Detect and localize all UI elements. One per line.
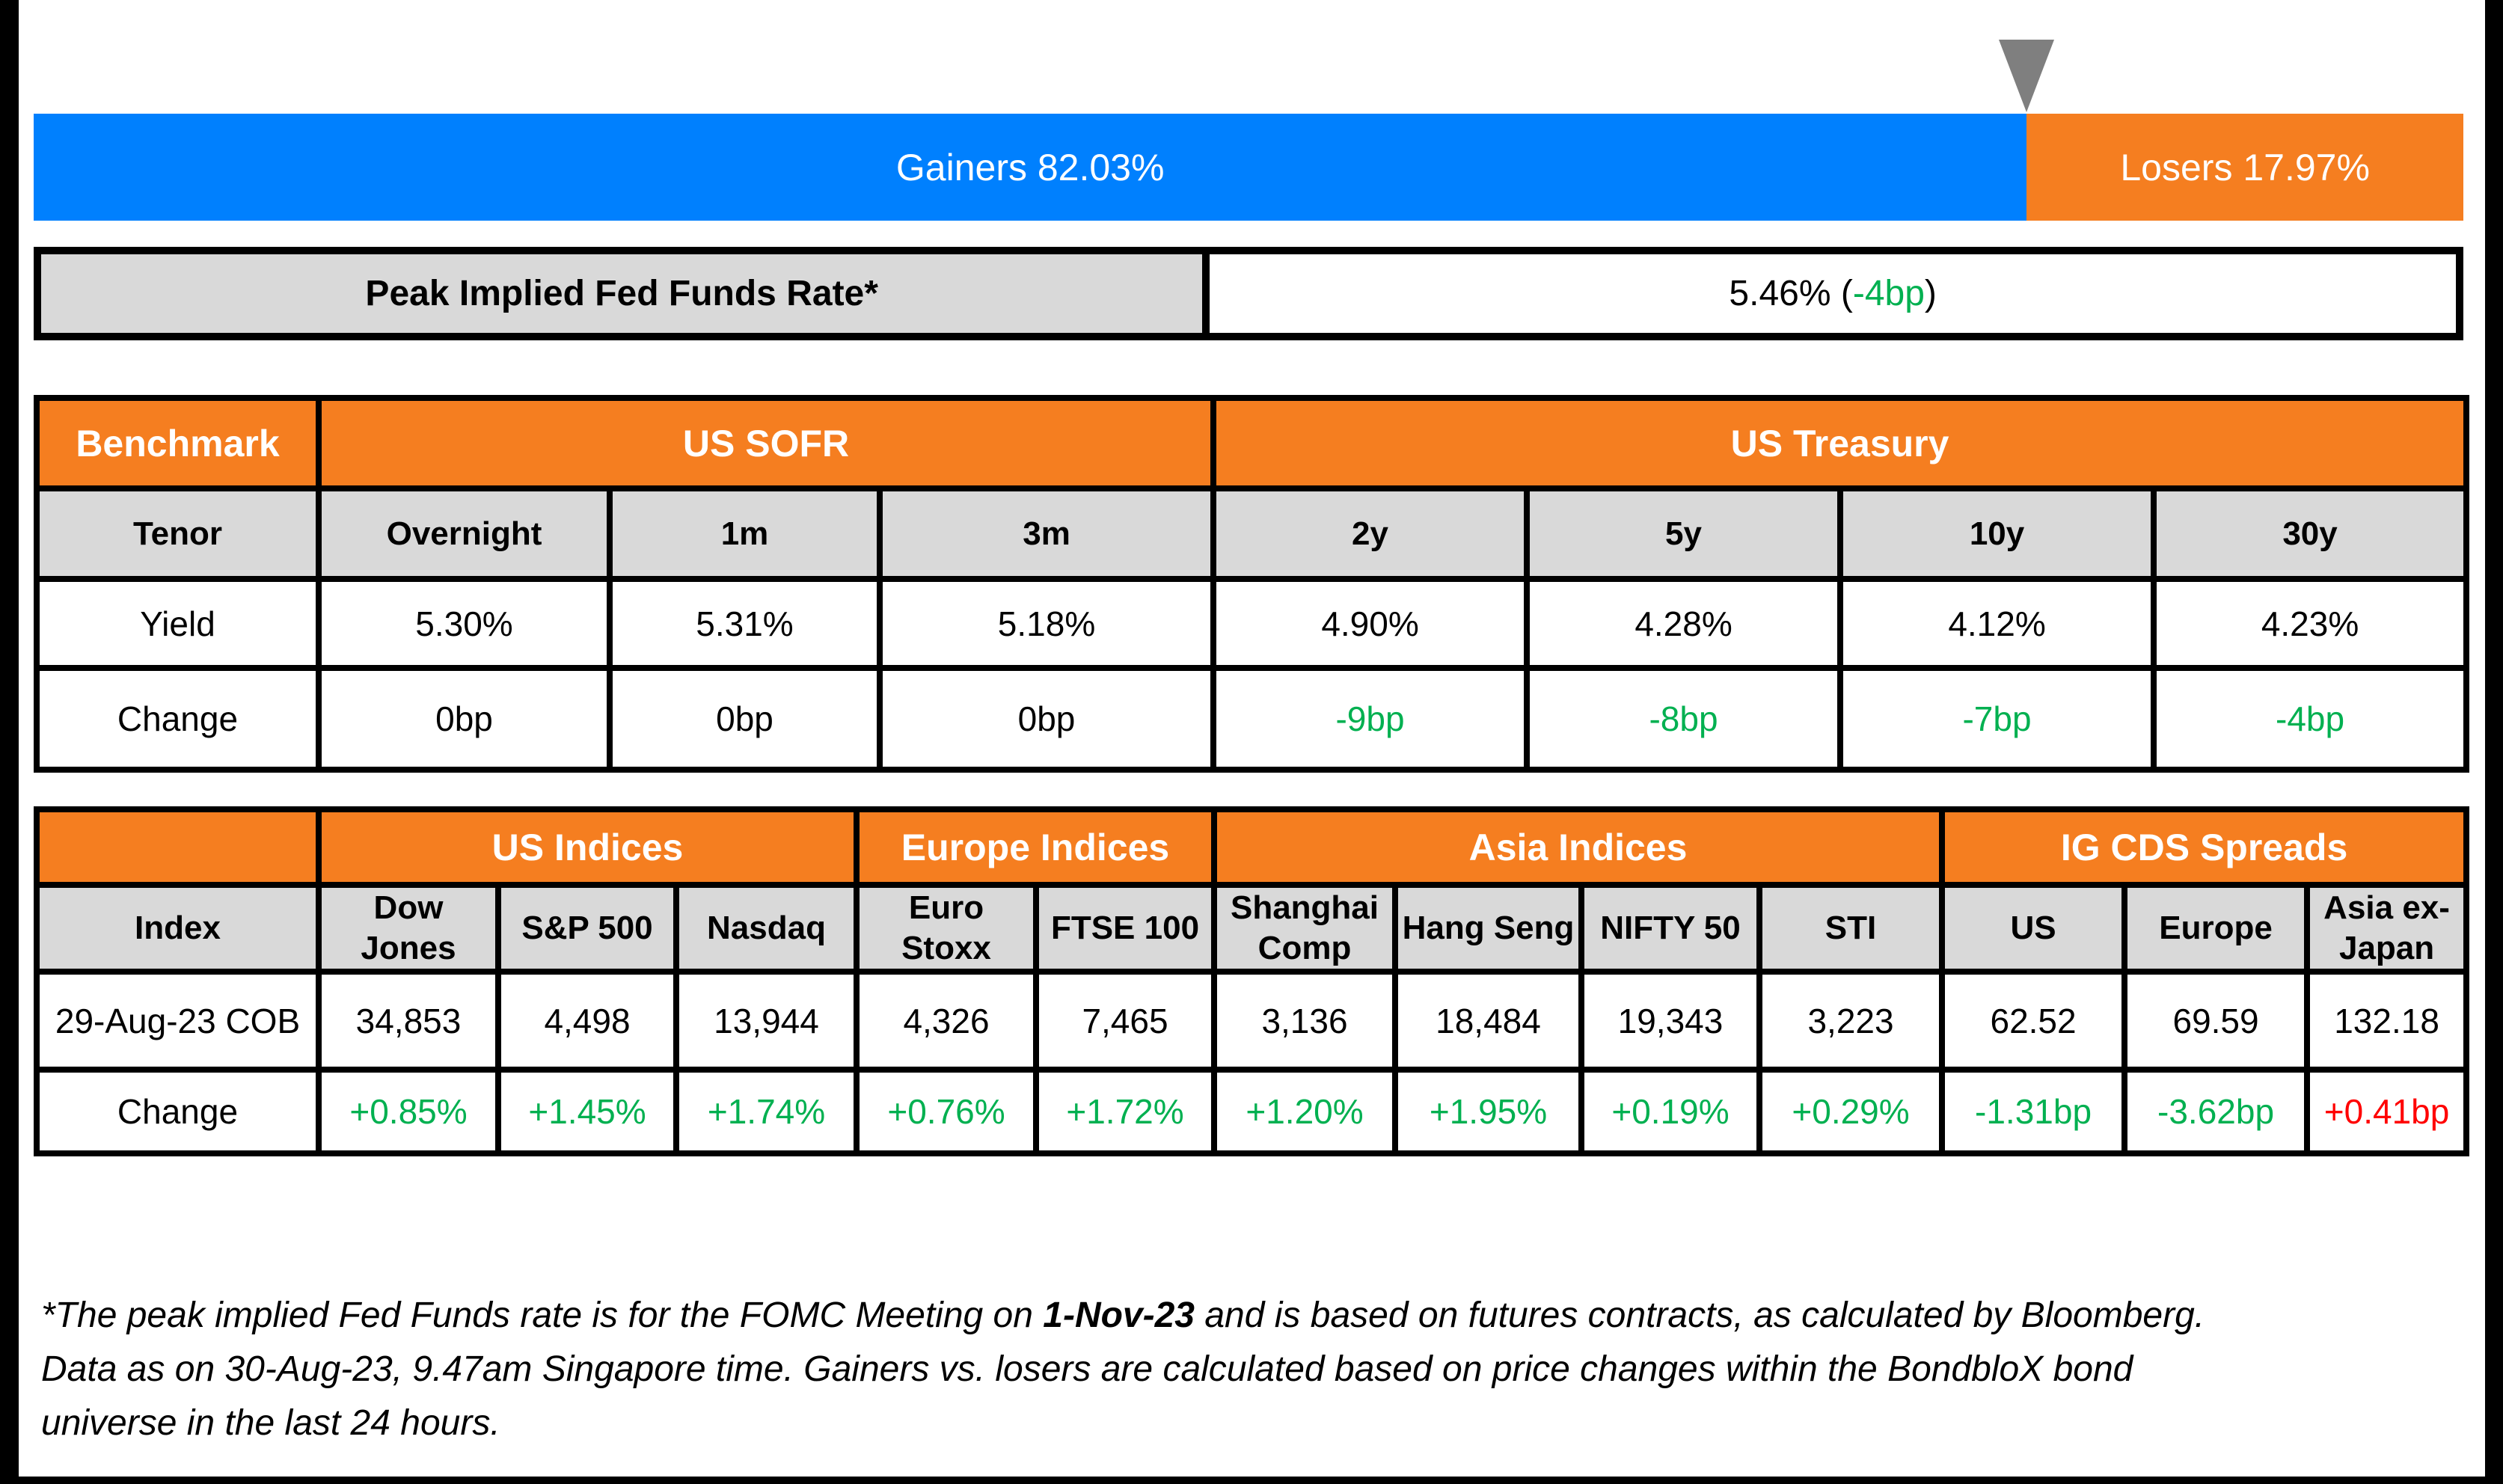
change-row-label: Change	[34, 665, 322, 773]
yield-cell: 5.31%	[607, 576, 883, 671]
change-cell: 0bp	[607, 665, 883, 773]
index-change-cell: +1.20%	[1211, 1067, 1398, 1156]
tenor-cell: 1m	[607, 485, 883, 582]
tenor-cell: Overnight	[316, 485, 613, 582]
cob-value-cell: 3,223	[1756, 969, 1946, 1073]
peak-fed-funds-value: 5.46% ( -4bp )	[1210, 254, 2456, 333]
content-area: Gainers 82.03% Losers 17.97% Peak Implie…	[19, 0, 2485, 1477]
change-row-label: Change	[34, 1067, 322, 1156]
index-column-header: US	[1939, 882, 2128, 975]
indices-change-row: Change +0.85% +1.45% +1.74% +0.76% +1.72…	[34, 1067, 2470, 1156]
asia-indices-group-header: Asia Indices	[1210, 806, 1946, 888]
index-change-cell: -1.31bp	[1939, 1067, 2128, 1156]
index-change-cell: +0.41bp	[2304, 1067, 2470, 1156]
indices-corner-cell	[34, 806, 322, 888]
cob-value-cell: 69.59	[2121, 969, 2311, 1073]
change-cell: 0bp	[876, 665, 1217, 773]
index-change-cell: +1.72%	[1033, 1067, 1217, 1156]
losers-segment: Losers 17.97%	[2026, 114, 2463, 221]
indices-table: US Indices Europe Indices Asia Indices I…	[34, 806, 2470, 1156]
cob-row-label: 29-Aug-23 COB	[34, 969, 322, 1073]
index-column-header: Euro Stoxx	[854, 882, 1039, 975]
index-change-cell: +1.95%	[1392, 1067, 1584, 1156]
peak-fed-funds-strip: Peak Implied Fed Funds Rate* 5.46% ( -4b…	[34, 247, 2463, 340]
index-column-header: Shanghai Comp	[1211, 882, 1398, 975]
index-column-header: Asia ex-Japan	[2304, 882, 2470, 975]
index-column-header: Europe	[2121, 882, 2311, 975]
tenor-cell: 30y	[2151, 485, 2470, 582]
europe-indices-group-header: Europe Indices	[854, 806, 1217, 888]
index-change-cell: +1.45%	[495, 1067, 679, 1156]
cob-value-cell: 4,498	[495, 969, 679, 1073]
footnote-bold-date: 1-Nov-23	[1043, 1296, 1195, 1335]
index-column-header: Dow Jones	[316, 882, 501, 975]
change-cell: -9bp	[1210, 665, 1531, 773]
index-column-header: FTSE 100	[1033, 882, 1217, 975]
benchmark-change-row: Change 0bp 0bp 0bp -9bp -8bp -7bp -4bp	[34, 665, 2470, 773]
benchmark-corner-cell: Benchmark	[34, 395, 322, 491]
yield-row: Yield 5.30% 5.31% 5.18% 4.90% 4.28% 4.12…	[34, 576, 2470, 671]
yield-cell: 4.23%	[2151, 576, 2470, 671]
tenor-row-label: Tenor	[34, 485, 322, 582]
index-column-header: S&P 500	[495, 882, 679, 975]
index-column-header: STI	[1756, 882, 1946, 975]
us-sofr-group-header: US SOFR	[315, 395, 1217, 491]
index-column-header: Hang Seng	[1392, 882, 1584, 975]
footnote-text-2: and is based on futures contracts, as ca…	[41, 1296, 2205, 1443]
cob-value-cell: 7,465	[1033, 969, 1217, 1073]
indices-header-row: US Indices Europe Indices Asia Indices I…	[34, 806, 2470, 888]
cob-value-cell: 19,343	[1578, 969, 1762, 1073]
cob-value-cell: 3,136	[1211, 969, 1398, 1073]
yield-cell: 5.30%	[316, 576, 613, 671]
gainers-segment: Gainers 82.03%	[34, 114, 2027, 221]
yield-cell: 4.28%	[1524, 576, 1844, 671]
losers-label: Losers 17.97%	[2120, 146, 2370, 188]
yield-cell: 4.12%	[1837, 576, 2157, 671]
split-marker-triangle-icon	[1999, 40, 2055, 112]
cob-value-cell: 62.52	[1939, 969, 2128, 1073]
cob-value-cell: 18,484	[1392, 969, 1584, 1073]
index-change-cell: +0.85%	[316, 1067, 501, 1156]
gainers-losers-bar: Gainers 82.03% Losers 17.97%	[34, 114, 2463, 221]
index-column-header: NIFTY 50	[1578, 882, 1762, 975]
change-cell: -8bp	[1524, 665, 1844, 773]
tenor-cell: 3m	[876, 485, 1217, 582]
footnote: *The peak implied Fed Funds rate is for …	[41, 1289, 2255, 1450]
change-cell: -7bp	[1837, 665, 2157, 773]
yield-cell: 5.18%	[876, 576, 1217, 671]
cob-value-cell: 132.18	[2304, 969, 2470, 1073]
us-treasury-group-header: US Treasury	[1210, 395, 2470, 491]
gainers-label: Gainers 82.03%	[895, 146, 1165, 188]
index-change-cell: +1.74%	[673, 1067, 860, 1156]
index-change-cell: +0.19%	[1578, 1067, 1762, 1156]
us-indices-group-header: US Indices	[316, 806, 860, 888]
peak-rate-main: 5.46% (	[1729, 274, 1853, 313]
cob-value-cell: 13,944	[673, 969, 860, 1073]
tenor-cell: 10y	[1837, 485, 2157, 582]
index-change-cell: +0.29%	[1756, 1067, 1946, 1156]
tenor-cell: 5y	[1524, 485, 1844, 582]
index-column-header: Nasdaq	[673, 882, 860, 975]
change-cell: 0bp	[316, 665, 613, 773]
change-cell: -4bp	[2151, 665, 2470, 773]
index-name-row: Index Dow Jones S&P 500 Nasdaq Euro Stox…	[34, 882, 2470, 975]
index-row-label: Index	[34, 882, 322, 975]
benchmark-table: Benchmark US SOFR US Treasury Tenor Over…	[34, 395, 2470, 773]
benchmark-header-row: Benchmark US SOFR US Treasury	[34, 395, 2470, 491]
yield-cell: 4.90%	[1210, 576, 1531, 671]
peak-rate-close-paren: )	[1924, 274, 1937, 313]
yield-row-label: Yield	[34, 576, 322, 671]
tenor-cell: 2y	[1210, 485, 1531, 582]
ig-cds-group-header: IG CDS Spreads	[1939, 806, 2470, 888]
index-change-cell: -3.62bp	[2121, 1067, 2311, 1156]
peak-rate-change: -4bp	[1852, 274, 1925, 313]
tenor-row: Tenor Overnight 1m 3m 2y 5y 10y 30y	[34, 485, 2470, 582]
cob-value-cell: 4,326	[854, 969, 1039, 1073]
index-change-cell: +0.76%	[854, 1067, 1039, 1156]
cob-value-row: 29-Aug-23 COB 34,853 4,498 13,944 4,326 …	[34, 969, 2470, 1073]
footnote-text-1: *The peak implied Fed Funds rate is for …	[41, 1296, 1044, 1335]
peak-fed-funds-label: Peak Implied Fed Funds Rate*	[41, 254, 1210, 333]
cob-value-cell: 34,853	[316, 969, 501, 1073]
